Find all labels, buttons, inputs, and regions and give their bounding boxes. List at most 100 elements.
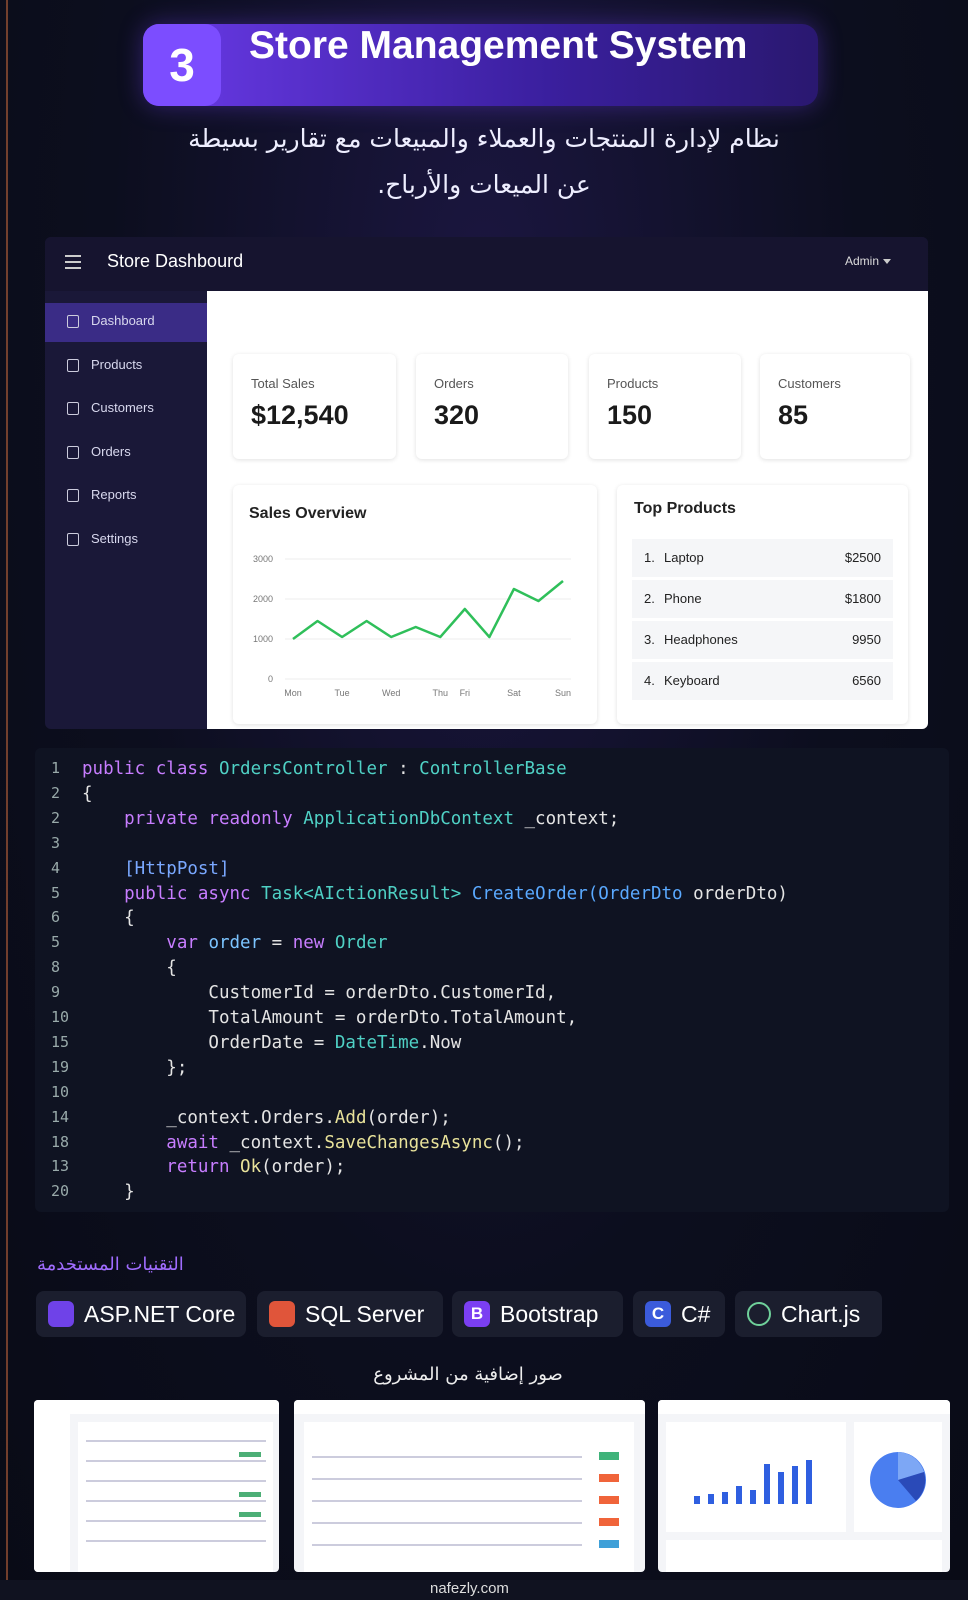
tech-chip: Chart.js (735, 1291, 882, 1337)
code-line: private readonly ApplicationDbContext _c… (82, 809, 619, 834)
code-token: OrderDate = (82, 1032, 335, 1053)
nav-item[interactable]: Reports (91, 487, 137, 502)
code-token: Order (334, 933, 388, 954)
tech-chip: SQL Server (257, 1291, 443, 1337)
nav-item[interactable]: Customers (91, 400, 154, 415)
top-products-card: Top Products 1. Laptop $2500 2. Phone $1800 3. H… (617, 485, 908, 724)
screenshot-thumb[interactable] (294, 1400, 645, 1572)
code-token: Ok (240, 1157, 262, 1178)
nav-icon (67, 315, 79, 328)
menu-icon[interactable] (65, 254, 83, 270)
code-line: _context.Orders.Add(order); (82, 1108, 451, 1133)
product-value: $2500 (844, 550, 881, 565)
user-menu[interactable]: Admin (845, 254, 880, 268)
top-bar: Store Dashbourd Admin (45, 237, 928, 291)
code-block: 1 public class OrdersController : Control… (35, 748, 949, 1212)
line-number: 9 (51, 983, 61, 1002)
x-tick-label: Mon (284, 688, 302, 698)
stat-label: Orders (434, 376, 474, 391)
line (292, 580, 564, 641)
tech-name: SQL Server (305, 1300, 425, 1327)
code-token: orderDto) (682, 883, 788, 904)
stat-value: 150 (607, 400, 653, 430)
tech-chip: C C# (633, 1291, 725, 1337)
code-token: Add (334, 1107, 367, 1128)
screenshot-thumb[interactable] (658, 1400, 950, 1572)
code-line: { (82, 908, 135, 933)
code-line: TotalAmount = orderDto.TotalAmount, (82, 1008, 577, 1033)
thumb-art (658, 1400, 950, 1572)
code-token: await (82, 1132, 230, 1153)
nav-item[interactable]: Settings (91, 530, 138, 546)
code-line: public class OrdersController : Controll… (82, 759, 567, 784)
edge-line (6, 0, 8, 1600)
code-token: order (208, 933, 262, 954)
nav-icon (67, 489, 79, 502)
code-line: { (82, 784, 93, 809)
stat-card: Customers 85 (760, 354, 910, 459)
y-tick-label: 3000 (253, 554, 273, 564)
product-row: 3. Headphones 9950 (632, 621, 893, 659)
footer-bar (0, 1580, 968, 1600)
chart-title: Sales Overview (249, 505, 367, 522)
code-line: OrderDate = DateTime.Now (82, 1033, 461, 1058)
code-token: { (82, 958, 177, 979)
code-token: ApplicationDbContext (303, 808, 514, 829)
tech-icon: B (464, 1301, 490, 1327)
nav-item[interactable]: Orders (91, 443, 131, 459)
code-token: .Now (419, 1032, 462, 1053)
tech-chip: B Bootstrap (452, 1291, 623, 1337)
line-number: 6 (51, 908, 61, 927)
code-token: new (292, 933, 335, 954)
gallery-title: صور إضافية من المشروع (373, 1364, 563, 1385)
product-row: 4. Keyboard 6560 (632, 662, 893, 700)
nav-active (45, 303, 207, 342)
x-tick-label: Tue (334, 688, 349, 698)
tech-icon: C (645, 1301, 671, 1327)
y-tick-label: 0 (268, 674, 273, 684)
code-line: CustomerId = orderDto.CustomerId, (82, 983, 556, 1008)
code-token: Task<AIctionResult> (261, 883, 462, 904)
code-token: }; (82, 1057, 188, 1078)
code-line: }; (82, 1058, 187, 1083)
product-value: 9950 (852, 632, 881, 647)
tech-name: Bootstrap (500, 1300, 599, 1327)
line-number: 13 (51, 1157, 70, 1176)
line-number: 4 (51, 858, 61, 877)
code-token: (order); (366, 1107, 451, 1128)
tech-icon (48, 1301, 74, 1327)
nav-item[interactable]: Dashboard (91, 313, 155, 328)
x-tick-label: Sun (555, 688, 571, 698)
description: عن الميعات والأرباح. (377, 170, 591, 199)
nav-item[interactable]: Products (91, 356, 143, 372)
nav-icon (67, 445, 79, 459)
tech-chip: ASP.NET Core (36, 1291, 246, 1337)
code-token: CreateOrder(OrderDto (471, 883, 683, 904)
caret (883, 259, 891, 264)
code-token: (); (492, 1132, 525, 1153)
code-token: = (261, 933, 293, 954)
code-line: [HttpPost] (82, 859, 229, 884)
code-token: var (82, 933, 209, 954)
code-token: (order); (261, 1157, 346, 1178)
code-token: public async (82, 883, 262, 904)
stat-label: Products (607, 376, 659, 391)
stat-value: 320 (434, 400, 480, 430)
code-token (461, 884, 472, 904)
line-number: 2 (51, 783, 61, 802)
tech-name: C# (681, 1300, 711, 1327)
title-pill (143, 24, 818, 106)
tech-name: ASP.NET Core (84, 1300, 236, 1327)
x-tick-label: Wed (382, 688, 400, 698)
code-token: _context.Orders. (82, 1107, 335, 1128)
line-number: 3 (51, 833, 61, 852)
tech-name: Chart.js (781, 1300, 861, 1327)
title-number: 3 (143, 24, 221, 106)
tech-icon (269, 1301, 295, 1327)
product-rank: 3. (644, 632, 655, 647)
watermark: nafezly.com (430, 1580, 509, 1597)
stat-card: Total Sales $12,540 (233, 354, 396, 459)
screenshot-thumb[interactable] (34, 1400, 279, 1572)
code-token: public class (82, 759, 219, 779)
stat-value: 85 (778, 400, 809, 430)
